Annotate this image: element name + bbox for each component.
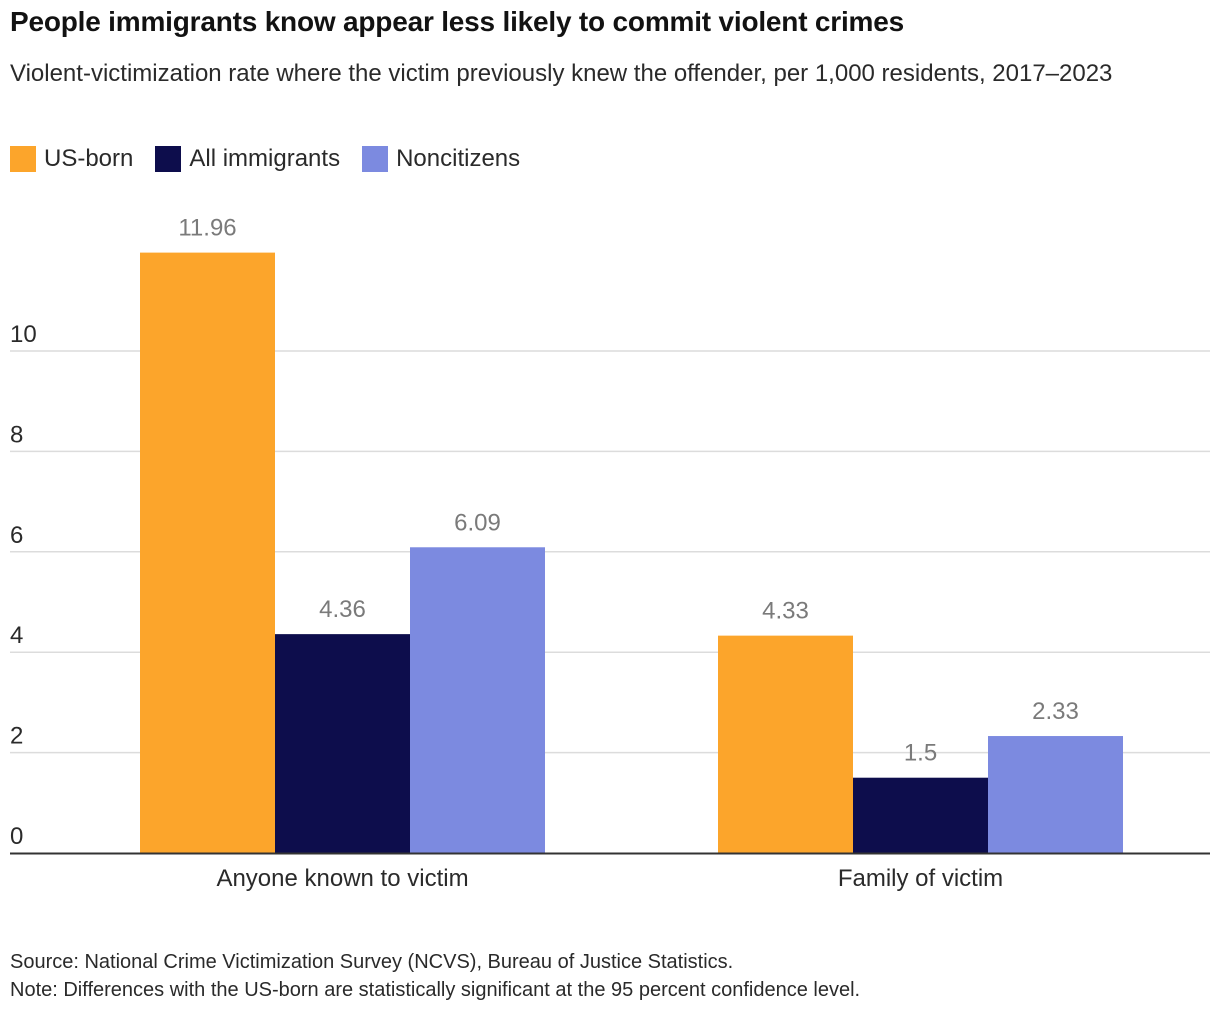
y-tick-label-0: 0 <box>10 823 23 850</box>
chart-subtitle: Violent-victimization rate where the vic… <box>10 60 1113 87</box>
bar-noncitizens-family-of-victim <box>988 736 1123 853</box>
y-tick-label-10: 10 <box>10 321 37 348</box>
source-note: Source: National Crime Victimization Sur… <box>10 951 734 973</box>
value-label-us-born-family-of-victim: 4.33 <box>762 598 809 625</box>
footer: Source: National Crime Victimization Sur… <box>10 948 860 1004</box>
value-label-all-immigrants-family-of-victim: 1.5 <box>904 740 937 767</box>
value-label-us-born-anyone-known-to-victim: 11.96 <box>178 215 236 242</box>
significance-note: Note: Differences with the US-born are s… <box>10 979 861 1001</box>
legend-label-all-immigrants: All immigrants <box>189 145 341 172</box>
x-category-label-family-of-victim: Family of victim <box>838 865 1003 892</box>
legend-label-us-born: US-born <box>44 145 134 172</box>
x-category-label-anyone-known-to-victim: Anyone known to victim <box>216 865 468 892</box>
legend-item-noncitizens: Noncitizens <box>362 145 520 173</box>
value-label-noncitizens-family-of-victim: 2.33 <box>1032 698 1079 725</box>
legend: US-born All immigrants Noncitizens <box>10 145 542 173</box>
legend-swatch-all-immigrants <box>155 146 182 172</box>
bar-us-born-family-of-victim <box>718 635 853 853</box>
y-tick-label-4: 4 <box>10 622 23 649</box>
bar-all-immigrants-anyone-known-to-victim <box>275 634 410 853</box>
y-tick-label-8: 8 <box>10 421 23 448</box>
bar-noncitizens-anyone-known-to-victim <box>410 547 545 853</box>
chart-title: People immigrants know appear less likel… <box>10 6 904 37</box>
legend-item-us-born: US-born <box>10 145 133 173</box>
legend-swatch-us-born <box>10 146 36 172</box>
bar-us-born-anyone-known-to-victim <box>140 252 275 853</box>
legend-item-all-immigrants: All immigrants <box>155 145 340 173</box>
y-tick-label-2: 2 <box>10 723 23 750</box>
y-tick-label-6: 6 <box>10 522 23 549</box>
value-label-all-immigrants-anyone-known-to-victim: 4.36 <box>319 596 366 623</box>
value-label-noncitizens-anyone-known-to-victim: 6.09 <box>454 509 501 536</box>
legend-swatch-noncitizens <box>362 146 389 172</box>
legend-label-noncitizens: Noncitizens <box>396 145 521 172</box>
bar-all-immigrants-family-of-victim <box>853 777 988 853</box>
